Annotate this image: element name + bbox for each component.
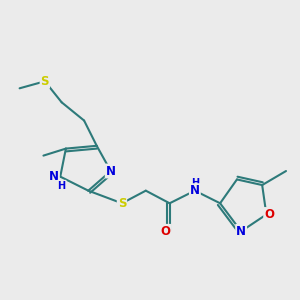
- Text: N: N: [49, 170, 59, 183]
- Text: N: N: [106, 164, 116, 178]
- Text: S: S: [118, 197, 126, 210]
- Text: H: H: [191, 178, 199, 188]
- Text: H: H: [58, 181, 66, 190]
- Text: N: N: [190, 184, 200, 197]
- Text: N: N: [236, 225, 246, 238]
- Text: O: O: [160, 225, 170, 238]
- Text: O: O: [264, 208, 274, 221]
- Text: S: S: [40, 75, 49, 88]
